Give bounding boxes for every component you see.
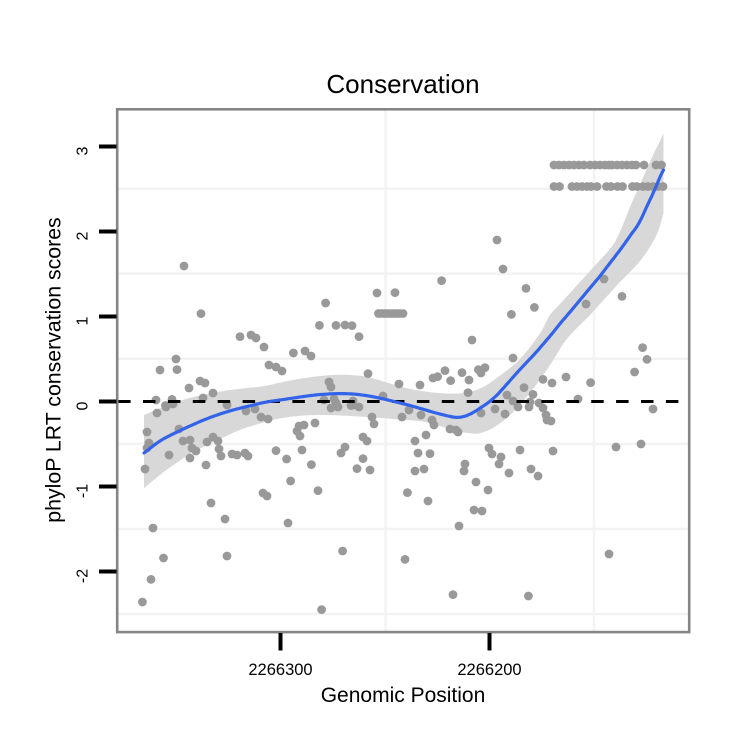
svg-text:1: 1 — [75, 316, 92, 325]
svg-text:0: 0 — [75, 401, 92, 410]
svg-text:2: 2 — [75, 231, 92, 240]
svg-text:2266300: 2266300 — [248, 661, 312, 679]
svg-text:3: 3 — [75, 146, 92, 155]
svg-text:Genomic Position: Genomic Position — [321, 684, 486, 707]
svg-text:2266200: 2266200 — [457, 661, 521, 679]
svg-text:-2: -2 — [75, 569, 92, 583]
svg-text:phyloP LRT conservation scores: phyloP LRT conservation scores — [42, 217, 66, 522]
svg-text:Conservation: Conservation — [326, 69, 479, 99]
svg-text:-1: -1 — [75, 484, 92, 498]
